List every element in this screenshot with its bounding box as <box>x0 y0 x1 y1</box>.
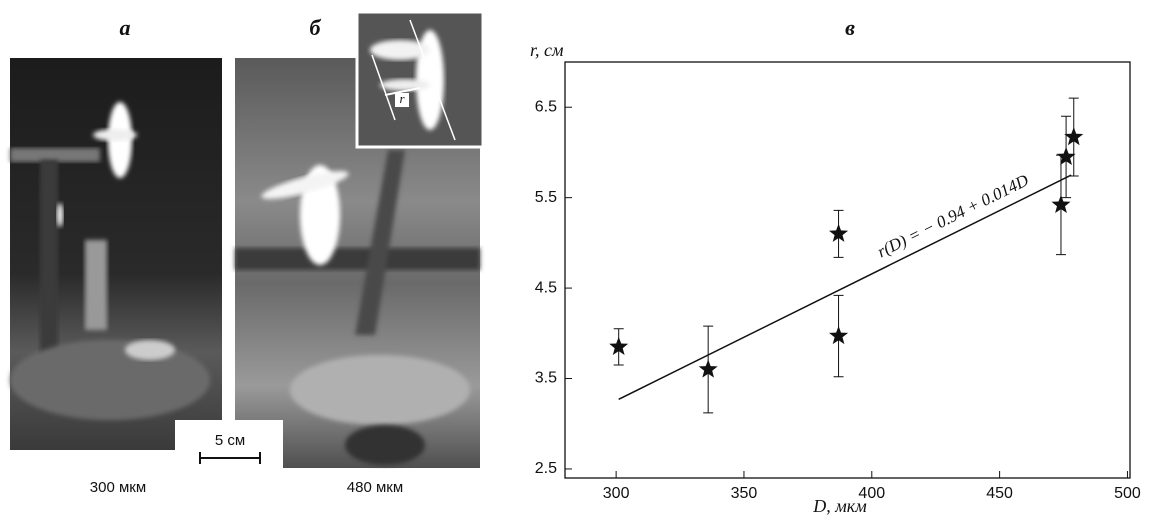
inset: r <box>357 12 483 147</box>
panel-caption: 480 мкм <box>347 479 403 496</box>
panel-caption: 300 мкм <box>90 479 146 496</box>
y-axis-title: r, см <box>530 40 564 60</box>
x-tick-label: 450 <box>986 485 1013 502</box>
plot: 300 350 400 450 500 2.5 3.5 4.5 5.5 6.5 r(D) = − 0… <box>535 98 1141 502</box>
y-tick-label: 3.5 <box>535 370 557 387</box>
y-tick-label: 4.5 <box>535 279 557 296</box>
y-tick-label: 5.5 <box>535 189 557 206</box>
y-tick-label: 6.5 <box>535 98 557 115</box>
scale-bar-label: 5 см <box>215 432 245 449</box>
chart-title: в <box>845 15 855 40</box>
panel-letter: б <box>310 15 322 40</box>
y-tick-label: 2.5 <box>535 460 557 477</box>
scale-bar: 5 см <box>175 420 283 470</box>
panel-letter: а <box>120 15 131 40</box>
x-tick-label: 500 <box>1114 485 1141 502</box>
x-tick-label: 300 <box>603 485 630 502</box>
fit-annotation: r(D) = − 0.94 + 0.014D <box>874 170 1032 261</box>
plot-frame <box>565 62 1130 478</box>
fit-line <box>619 175 1072 399</box>
x-tick-label: 350 <box>731 485 758 502</box>
figure: r 5 см а б 300 мкм 480 мкм в r, см D, мк… <box>0 0 1149 518</box>
photo-a <box>10 58 222 450</box>
x-tick-label: 400 <box>858 485 885 502</box>
